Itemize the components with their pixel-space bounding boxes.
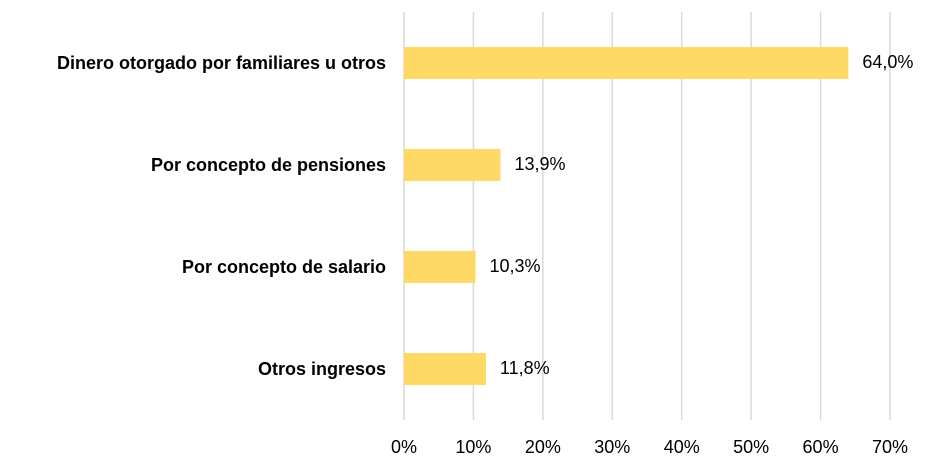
x-tick-label: 0% <box>391 437 417 457</box>
bar <box>404 149 501 181</box>
data-label: 11,8% <box>500 358 550 378</box>
x-tick-label: 40% <box>664 437 700 457</box>
category-label: Otros ingresos <box>257 359 386 379</box>
category-label: Dinero otorgado por familiares u otros <box>56 53 386 73</box>
bar <box>404 251 476 283</box>
bar <box>404 353 486 385</box>
category-label-box: Otros ingresos <box>258 357 386 381</box>
category-label-box: Por concepto de pensiones <box>151 153 386 177</box>
x-tick-label: 20% <box>525 437 561 457</box>
category-label-box: Por concepto de salario <box>182 255 386 279</box>
x-tick-label: 10% <box>455 437 491 457</box>
category-label-box: Dinero otorgado por familiares u otros <box>57 51 386 75</box>
x-tick-label: 60% <box>803 437 839 457</box>
data-label: 64,0% <box>862 52 913 72</box>
x-tick-label: 50% <box>733 437 769 457</box>
data-label: 13,9% <box>515 154 566 174</box>
category-label: Por concepto de pensiones <box>150 155 386 175</box>
category-label: Por concepto de salario <box>181 257 386 277</box>
x-tick-label: 30% <box>594 437 630 457</box>
x-tick-label: 70% <box>872 437 908 457</box>
bar <box>404 47 849 79</box>
data-label: 10,3% <box>490 256 541 276</box>
